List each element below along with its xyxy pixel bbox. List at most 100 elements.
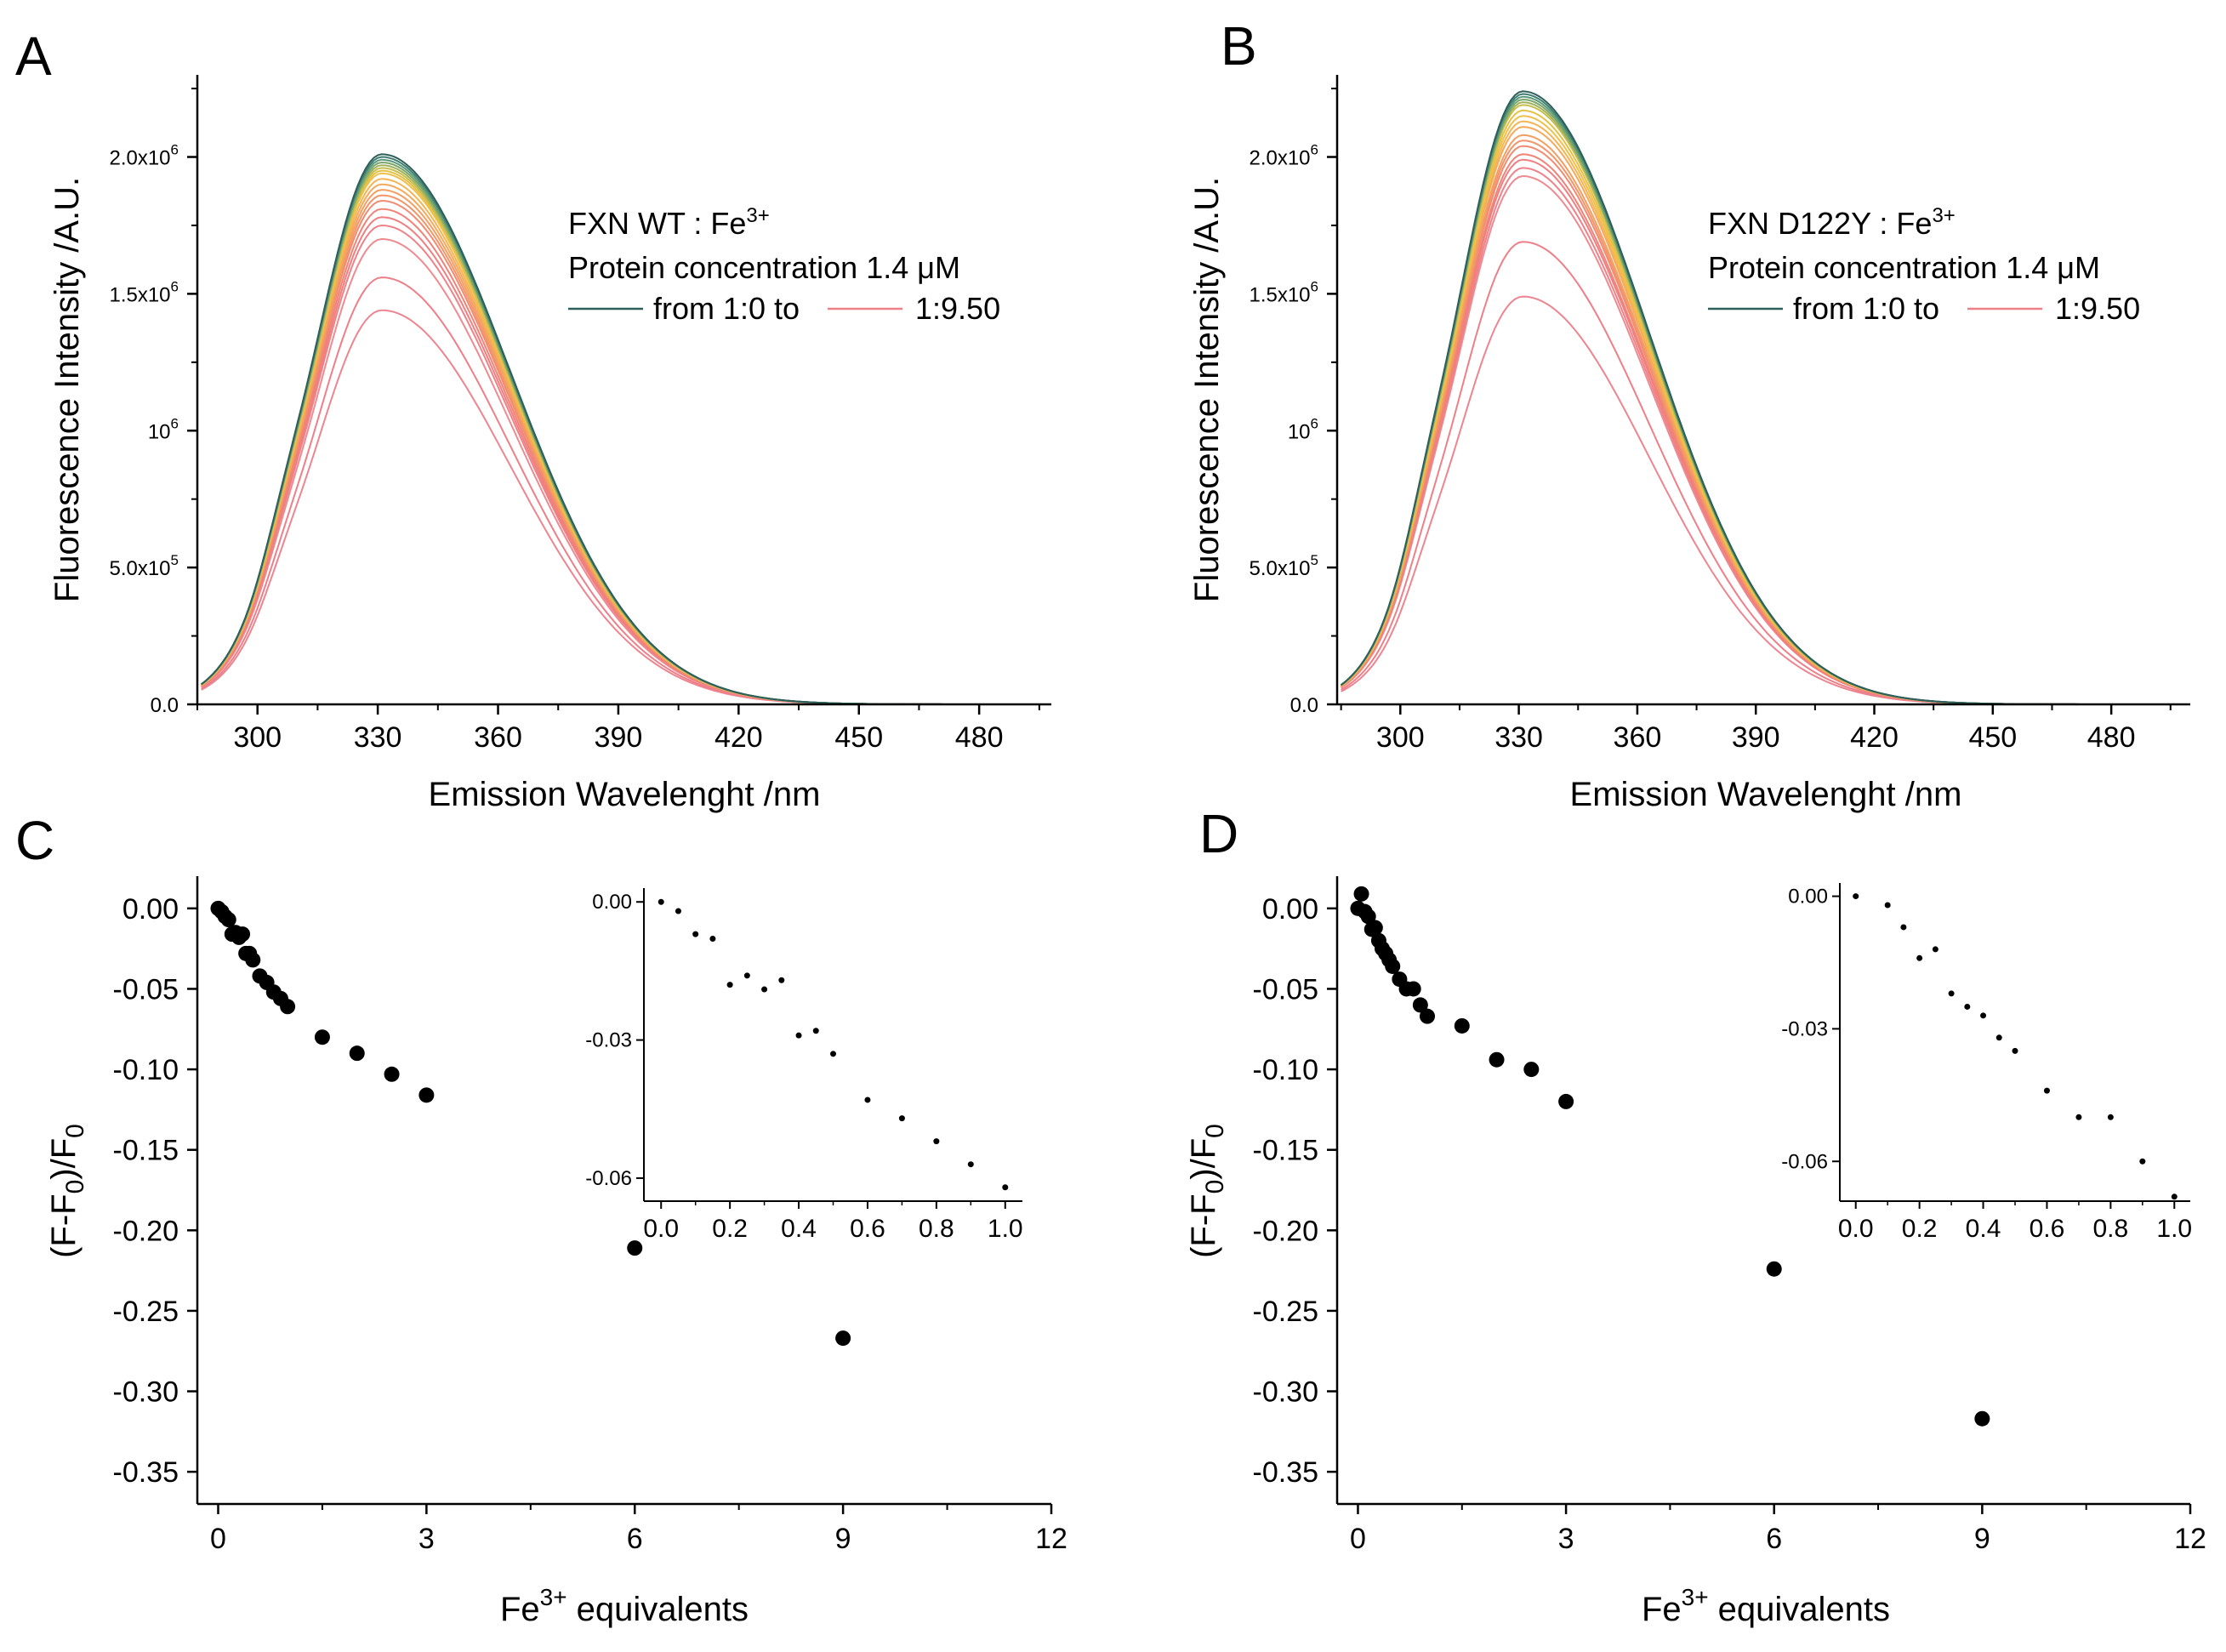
panel-d-y-tick-label-6: -0.30	[1253, 1376, 1319, 1409]
panel-c-inset-x-tick-label-1: 0.2	[712, 1215, 748, 1243]
panel-d-inset-y-tick-label-0: 0.00	[1788, 886, 1828, 909]
panel-a-y-tick-mantissa: 5.0x10	[109, 557, 170, 580]
panel-d-point-10	[1385, 958, 1401, 974]
panel-c-y-tick-label-5: -0.25	[113, 1296, 179, 1328]
panel-b-y-tick-exponent: 5	[1311, 552, 1318, 568]
panel-letter-c: C	[15, 810, 54, 871]
panel-d-x-axis-title-sup: 3+	[1682, 1584, 1709, 1610]
panel-d-y-tick-label-1: -0.05	[1253, 973, 1319, 1005]
panel-c-inset-point-6	[761, 986, 768, 993]
panel-c-inset-x-tick-label-2: 0.4	[781, 1215, 817, 1243]
panel-a-y-tick-exponent: 6	[171, 278, 179, 294]
panel-d-point-21	[1974, 1410, 1990, 1427]
panel-c-point-7	[235, 926, 251, 943]
panel-b-y-tick-mantissa: 5.0x10	[1249, 557, 1310, 580]
panel-d-inset-point-12	[2107, 1114, 2114, 1120]
panel-a-y-tick-mantissa: 0.0	[151, 694, 179, 717]
panel-letter-d: D	[1199, 803, 1238, 864]
panel-c-chart: 0 3 6 9 120.00-0.05-0.10-0.15-0.20-0.25-0.30…	[45, 876, 1067, 1628]
panel-d-y-tick-label-7: -0.35	[1253, 1456, 1319, 1489]
panel-c-x-tick-label-0: 0	[210, 1523, 226, 1555]
panel-a-legend-title-sup: 3+	[746, 204, 769, 227]
panel-d-inset-point-4	[1932, 946, 1938, 953]
panel-a-y-tick-mantissa: 1.5x10	[109, 283, 170, 306]
panel-d-inset-point-11	[2075, 1114, 2082, 1120]
panel-d-y-axis-title-part: (F-F	[1185, 1193, 1222, 1258]
panel-c-y-tick-label-0: 0.00	[122, 893, 179, 926]
panel-d-inset-y-tick-label-2: -0.06	[1781, 1150, 1828, 1173]
panel-d-inset-x-tick-label-5: 1.0	[2156, 1215, 2192, 1243]
panel-d-y-axis-title: (F-F0)/F0	[1185, 1124, 1229, 1258]
panel-a-legend-concentration: Protein concentration 1.4 μM	[568, 250, 960, 285]
panel-d-point-18	[1523, 1062, 1540, 1078]
panel-d-point-5	[1367, 920, 1383, 936]
panel-d-x-tick-label-2: 6	[1766, 1523, 1782, 1555]
panel-d-inset: 0.0 0.2 0.4 0.6 0.8 1.0 0.00 -0.03 -0.06	[1781, 883, 2192, 1243]
panel-d-y-axis-title-sub: 0	[1201, 1124, 1229, 1138]
panel-d-y-tick-label-0: 0.00	[1262, 893, 1318, 926]
panel-b-y-tick-mantissa: 2.0x10	[1249, 147, 1310, 170]
panel-b-y-tick-label-1: 5.0x105	[1249, 552, 1318, 580]
panel-d-x-tick-label-4: 12	[2174, 1523, 2206, 1555]
panel-d-inset-point-1	[1884, 902, 1891, 909]
panel-letter-b: B	[1221, 15, 1257, 77]
panel-c-point-3	[220, 912, 236, 928]
panel-d-point-14	[1412, 997, 1428, 1013]
panel-a-y-tick-exponent: 6	[171, 142, 179, 158]
panel-d-x-axis-title-rest: equivalents	[1709, 1591, 1890, 1628]
panel-c-inset: 0.0 0.2 0.4 0.6 0.8 1.0 0.00 -0.03 -0.06	[585, 888, 1023, 1243]
panel-a-x-tick-label-3: 390	[595, 721, 643, 754]
panel-c-y-tick-label-1: -0.05	[113, 973, 179, 1005]
panel-a-y-tick-label-0: 0.0	[151, 694, 179, 717]
panel-c-inset-point-7	[778, 977, 785, 983]
panel-c-x-axis-title-base: Fe	[500, 1591, 540, 1628]
panel-d-y-tick-label-2: -0.10	[1253, 1054, 1319, 1086]
panel-c-x-axis-title-sup: 3+	[540, 1584, 567, 1610]
panel-b-y-tick-mantissa: 0.0	[1290, 694, 1318, 717]
panel-b-legend-ratio-start: from 1:0 to	[1793, 291, 1939, 326]
panel-c-point-16	[314, 1029, 330, 1045]
panel-c-inset-x-tick-label-5: 1.0	[988, 1215, 1023, 1243]
panel-b-x-tick-label-5: 450	[1968, 721, 2017, 754]
panel-c-y-tick-label-7: -0.35	[113, 1456, 179, 1489]
panel-d-chart: 0 3 6 9 120.00-0.05-0.10-0.15-0.20-0.25-0.30…	[1185, 876, 2206, 1628]
panel-c-inset-point-0	[658, 898, 664, 905]
panel-c-inset-point-5	[743, 972, 750, 979]
panel-d-y-axis-title-part: )/F	[1185, 1138, 1222, 1180]
panel-b-legend-title-text: FXN D122Y : Fe	[1708, 206, 1932, 241]
panel-d-y-tick-label-5: -0.25	[1253, 1296, 1319, 1328]
panel-c-inset-point-9	[812, 1028, 819, 1034]
panel-a-chart: 300 330 360 390 420 450 4800.05.0x1051061.5x10…	[48, 75, 1051, 813]
panel-c-y-axis-title: (F-F0)/F0	[45, 1124, 89, 1258]
panel-c-inset-point-3	[709, 936, 716, 943]
panel-b-legend-concentration-unit: μM	[2057, 250, 2100, 285]
panel-d-point-15	[1420, 1008, 1436, 1024]
panel-b-x-tick-label-2: 360	[1614, 721, 1662, 754]
panel-d-inset-point-6	[1964, 1003, 1971, 1010]
panel-d-point-20	[1766, 1261, 1782, 1277]
panel-d-y-tick-label-4: -0.20	[1253, 1215, 1319, 1247]
panel-c-point-15	[280, 999, 296, 1015]
panel-d-point-1	[1353, 886, 1369, 902]
panel-c-inset-x-tick-label-4: 0.8	[919, 1215, 954, 1243]
panel-c-inset-point-1	[675, 908, 681, 914]
panel-a-legend-title-text: FXN WT : Fe	[568, 206, 746, 241]
panel-c-y-tick-label-2: -0.10	[113, 1054, 179, 1086]
panel-a-x-axis-title: Emission Wavelenght /nm	[429, 776, 821, 813]
panel-d-x-axis-title-base: Fe	[1642, 1591, 1682, 1628]
panel-c-x-tick-label-3: 9	[835, 1523, 851, 1555]
panel-a-x-tick-label-0: 300	[233, 721, 282, 754]
panel-d-x-tick-label-0: 0	[1350, 1523, 1366, 1555]
panel-a-legend-title: FXN WT : Fe3+	[568, 204, 770, 241]
panel-d-inset-point-10	[2043, 1087, 2050, 1094]
panel-c-x-tick-label-4: 12	[1035, 1523, 1067, 1555]
panel-c-point-21	[835, 1330, 851, 1347]
panel-d-inset-point-8	[1995, 1034, 2002, 1041]
panel-c-inset-point-14	[967, 1161, 974, 1168]
panel-a-x-tick-label-5: 450	[834, 721, 883, 754]
panel-a-y-tick-label-3: 1.5x106	[109, 278, 179, 306]
panel-b-legend-concentration: Protein concentration 1.4 μM	[1708, 250, 2100, 285]
panel-c-point-17	[349, 1045, 365, 1062]
panel-b-legend-title-sup: 3+	[1932, 204, 1955, 227]
